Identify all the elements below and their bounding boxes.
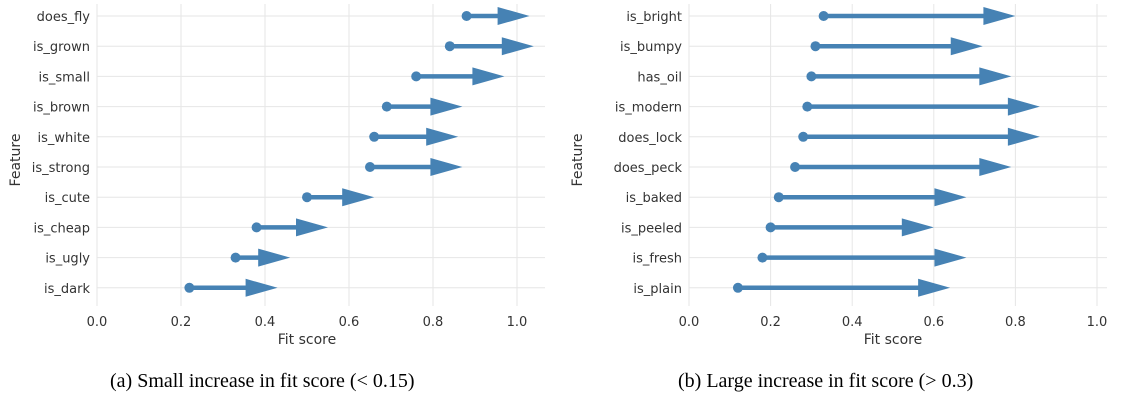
chart-panel-b: is_bright is_bumpy has_oil is_modern does_lo…: [570, 4, 1108, 348]
feature-label: is_grown: [33, 40, 90, 55]
feature-label: is_small: [38, 70, 90, 85]
feature-label: is_ugly: [45, 252, 90, 267]
start-point: [302, 192, 312, 203]
start-point: [461, 11, 472, 21]
start-point: [773, 192, 784, 203]
start-point: [818, 11, 829, 21]
feature-label: is_bumpy: [620, 40, 682, 55]
start-point: [184, 282, 195, 293]
feature-label: does_fly: [37, 10, 91, 25]
feature-label: is_peeled: [621, 221, 682, 236]
feature-label: is_bright: [626, 10, 682, 25]
start-point: [810, 41, 821, 52]
feature-label: is_cheap: [34, 221, 91, 236]
chart-panel-a: does_fly is_grown is_small is_brown is_white…: [8, 4, 545, 348]
arrow-head: [497, 7, 530, 25]
x-tick-label: 0.8: [1005, 315, 1026, 330]
feature-label: is_plain: [633, 282, 682, 297]
feature-label: is_cute: [45, 191, 90, 206]
feature-label: is_fresh: [632, 252, 682, 267]
x-axis-title: Fit score: [864, 332, 922, 348]
y-axis-title: Feature: [8, 134, 24, 187]
x-tick-label: 1.0: [1087, 315, 1108, 330]
start-point: [444, 41, 455, 52]
arrow-head: [934, 188, 967, 207]
feature-label: is_strong: [32, 161, 90, 176]
caption-a: (a) Small increase in fit score (< 0.15): [110, 370, 415, 392]
arrow-head: [934, 248, 967, 267]
x-tick-label: 0.2: [171, 315, 192, 330]
start-point: [798, 131, 809, 142]
start-point: [757, 252, 768, 263]
arrow-head: [342, 188, 375, 207]
x-tick-label: 0.0: [87, 315, 108, 330]
feature-label: is_modern: [615, 101, 682, 116]
arrow-head: [430, 97, 463, 116]
x-tick-label: 1.0: [507, 315, 528, 330]
x-tick-label: 0.6: [923, 315, 944, 330]
feature-label: is_white: [38, 131, 90, 146]
feature-label: is_dark: [44, 282, 90, 297]
arrow-head: [918, 278, 951, 297]
x-tick-label: 0.6: [339, 315, 360, 330]
x-tick-label: 0.4: [842, 315, 863, 330]
arrow-head: [950, 37, 983, 56]
start-point: [251, 222, 262, 233]
x-tick-label: 0.8: [423, 315, 444, 330]
arrow-head: [501, 37, 534, 56]
start-point: [790, 162, 801, 172]
arrow-head: [258, 248, 291, 267]
x-tick-label: 0.2: [760, 315, 781, 330]
arrow-head: [430, 158, 463, 176]
arrow-head: [245, 278, 278, 297]
start-point: [230, 252, 241, 263]
arrow-head: [983, 7, 1016, 25]
feature-label: has_oil: [637, 70, 682, 85]
caption-b: (b) Large increase in fit score (> 0.3): [678, 370, 974, 392]
x-tick-label: 0.4: [255, 315, 276, 330]
y-axis-title: Feature: [570, 134, 586, 187]
start-point: [369, 131, 380, 142]
start-point: [411, 71, 422, 82]
feature-label: does_lock: [618, 131, 682, 146]
arrow-head: [979, 158, 1012, 176]
feature-label: is_brown: [33, 101, 90, 116]
start-point: [365, 162, 375, 172]
start-point: [381, 101, 392, 112]
feature-label: does_peck: [614, 161, 683, 176]
arrow-head: [1007, 97, 1040, 116]
x-tick-label: 0.0: [679, 315, 700, 330]
arrow-head: [1007, 127, 1040, 146]
feature-label: is_baked: [626, 191, 682, 206]
arrow-head: [979, 67, 1012, 86]
arrow-head: [426, 127, 459, 146]
start-point: [765, 222, 776, 233]
start-point: [806, 71, 817, 82]
x-axis-title: Fit score: [278, 332, 336, 348]
arrow-head: [296, 218, 328, 237]
start-point: [802, 101, 813, 112]
arrow-head: [472, 67, 505, 86]
start-point: [732, 282, 743, 293]
arrow-head: [901, 218, 934, 237]
